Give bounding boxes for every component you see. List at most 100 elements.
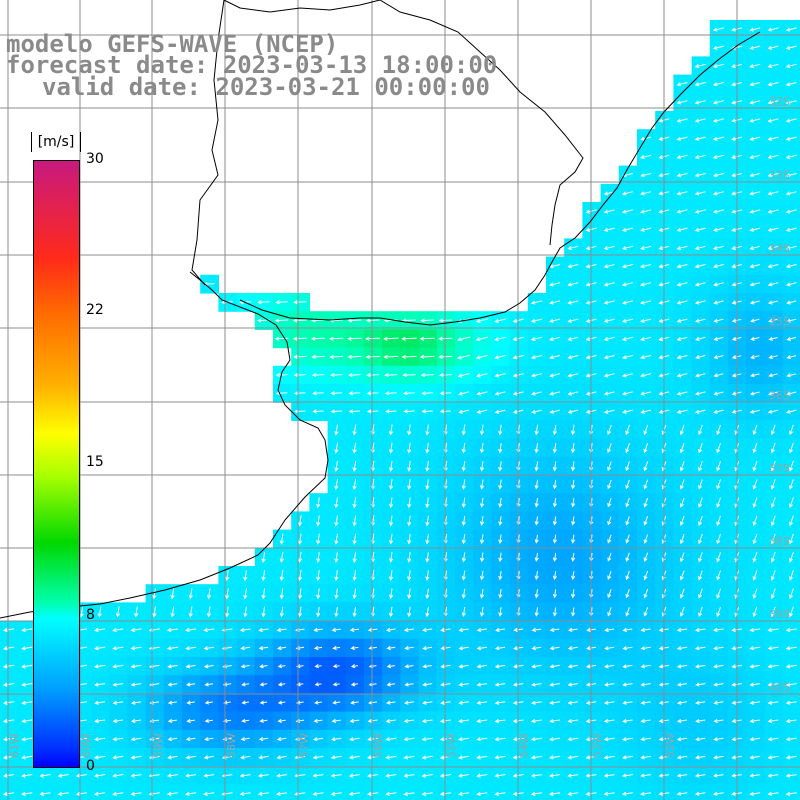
latitude-label: 35S	[769, 315, 790, 328]
colorbar-label-15: 15	[86, 454, 104, 470]
wind-arrow	[458, 755, 470, 760]
wind-arrow	[749, 45, 761, 50]
wind-arrow	[348, 391, 361, 396]
coastline	[0, 31, 761, 619]
wind-arrow	[366, 391, 379, 396]
wind-arrow	[530, 318, 543, 323]
wind-arrow	[768, 355, 778, 360]
wind-arrow	[749, 136, 761, 141]
wind-speed-cell	[273, 784, 292, 800]
wind-arrow	[676, 318, 688, 323]
wind-arrow	[622, 627, 633, 633]
wind-arrow	[513, 664, 524, 669]
wind-arrow	[767, 755, 779, 760]
wind-arrow	[21, 664, 33, 669]
wind-arrow	[716, 552, 721, 563]
wind-arrow	[679, 461, 685, 472]
wind-arrow	[549, 391, 561, 396]
wind-arrow	[457, 373, 470, 378]
wind-arrow	[97, 606, 102, 618]
wind-arrow	[716, 461, 721, 472]
wind-arrow	[676, 791, 688, 796]
wind-arrow	[530, 373, 542, 378]
wind-arrow	[367, 791, 379, 796]
wind-arrow	[676, 373, 688, 378]
wind-speed-cell	[709, 784, 729, 800]
wind-arrow	[749, 627, 761, 633]
wind-arrow	[713, 718, 724, 724]
wind-arrow	[277, 682, 286, 687]
wind-arrow	[513, 409, 524, 414]
wind-arrow	[694, 791, 706, 796]
wind-arrow	[752, 552, 758, 563]
wind-arrow	[498, 424, 503, 436]
wind-arrow	[567, 300, 579, 305]
wind-arrow	[476, 409, 488, 414]
wind-arrow	[749, 409, 760, 414]
wind-arrow	[713, 773, 724, 778]
wind-arrow	[21, 791, 33, 796]
wind-arrow	[640, 245, 652, 251]
wind-arrow	[312, 409, 324, 414]
wind-arrow	[750, 391, 760, 396]
wind-arrow	[640, 646, 651, 651]
wind-arrow	[313, 645, 323, 651]
wind-arrow	[476, 682, 488, 687]
wind-arrow	[713, 318, 724, 323]
wind-speed-cell	[254, 784, 274, 800]
wind-arrow	[458, 682, 469, 687]
wind-arrow	[531, 664, 542, 669]
wind-speed-cell	[182, 784, 201, 800]
wind-arrow	[640, 336, 652, 342]
wind-arrow	[785, 773, 797, 778]
wind-arrow	[403, 773, 415, 778]
wind-arrow	[694, 63, 706, 69]
wind-arrow	[458, 646, 469, 651]
wind-arrow	[552, 589, 557, 599]
wind-arrow	[625, 479, 630, 490]
wind-arrow	[383, 354, 399, 360]
wind-arrow	[549, 373, 561, 378]
wind-arrow	[476, 627, 487, 633]
wind-arrow	[552, 424, 557, 436]
wind-arrow	[786, 409, 797, 414]
wind-arrow	[312, 391, 324, 396]
wind-arrow	[549, 718, 560, 724]
wind-arrow	[749, 118, 761, 123]
wind-arrow	[694, 136, 706, 141]
wind-arrow	[607, 461, 612, 472]
wind-arrow	[549, 300, 561, 305]
wind-arrow	[676, 773, 688, 778]
wind-arrow	[571, 516, 576, 526]
wind-arrow	[258, 737, 269, 742]
wind-arrow	[294, 409, 306, 414]
wind-arrow	[39, 773, 51, 778]
wind-arrow	[676, 336, 688, 342]
wind-arrow	[21, 646, 33, 651]
wind-arrow	[603, 700, 615, 705]
wind-arrow	[603, 409, 615, 414]
wind-arrow	[313, 627, 323, 632]
wind-arrow	[607, 498, 612, 508]
wind-arrow	[567, 646, 578, 651]
latitude-label: 36S	[769, 389, 790, 402]
wind-arrow	[494, 700, 506, 705]
wind-arrow	[767, 282, 779, 287]
wind-arrow	[167, 682, 178, 687]
wind-arrow	[694, 245, 706, 251]
wind-arrow	[767, 82, 779, 87]
wind-arrow	[385, 773, 397, 778]
wind-arrow	[749, 100, 761, 105]
wind-arrow	[206, 606, 212, 618]
wind-arrow	[603, 282, 615, 287]
wind-arrow	[425, 497, 430, 509]
wind-arrow	[767, 209, 779, 214]
wind-speed-cell	[200, 784, 219, 800]
wind-arrow	[422, 664, 433, 669]
wind-arrow	[461, 461, 466, 472]
wind-arrow	[352, 570, 357, 582]
wind-arrow	[789, 588, 794, 600]
wind-arrow	[312, 755, 324, 760]
wind-arrow	[257, 791, 269, 796]
